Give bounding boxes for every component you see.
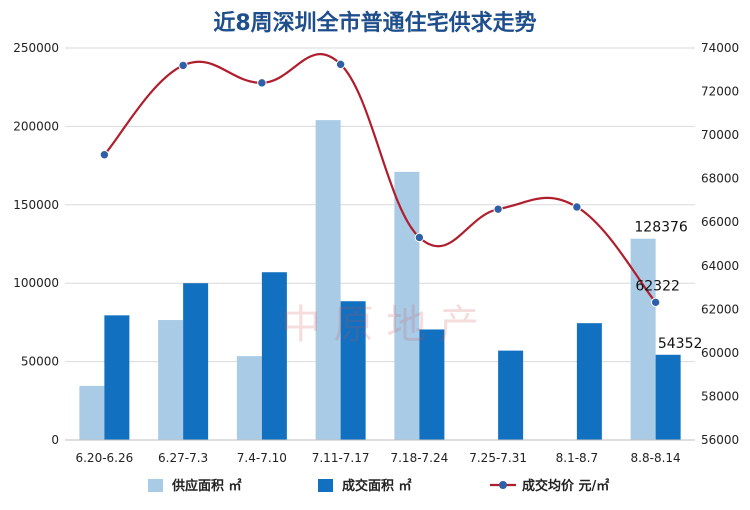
y-right-tick-label: 56000 bbox=[701, 433, 739, 447]
deal-bar bbox=[261, 272, 287, 440]
y-right-tick-label: 72000 bbox=[701, 85, 739, 99]
y-right-tick-label: 68000 bbox=[701, 172, 739, 186]
legend-label: 成交均价 元/㎡ bbox=[522, 478, 609, 494]
x-tick-label: 7.4-7.10 bbox=[237, 451, 287, 465]
data-label: 62322 bbox=[635, 278, 680, 294]
price-line-path bbox=[103, 53, 657, 304]
y-left-tick-label: 0 bbox=[51, 433, 59, 447]
y-left-tick-label: 50000 bbox=[21, 355, 59, 369]
price-point bbox=[99, 150, 110, 160]
supply-bar bbox=[79, 385, 105, 440]
x-tick-label: 7.18-7.24 bbox=[390, 451, 448, 465]
data-label: 128376 bbox=[634, 220, 688, 236]
legend-swatch bbox=[318, 479, 333, 492]
axes: 0 50000 100000 150000 200000 250000 56000 58000… bbox=[13, 41, 739, 465]
y-right-tick-label: 66000 bbox=[701, 215, 739, 229]
price-point bbox=[178, 60, 188, 71]
x-tick-label: 8.8-8.14 bbox=[631, 451, 681, 465]
deal-bar bbox=[104, 315, 130, 440]
price-point bbox=[257, 78, 267, 88]
y-right-tick-label: 64000 bbox=[701, 259, 739, 273]
deal-bar bbox=[576, 323, 602, 440]
deal-bar bbox=[655, 354, 681, 440]
legend-swatch bbox=[148, 479, 163, 492]
data-labels: 128376 62322 54352 bbox=[634, 220, 702, 352]
x-tick-label: 6.20-6.26 bbox=[75, 451, 133, 465]
supply-bar bbox=[394, 171, 420, 440]
legend-label: 供应面积 ㎡ bbox=[171, 478, 242, 494]
price-point bbox=[493, 204, 503, 214]
y-left-tick-label: 200000 bbox=[13, 119, 59, 133]
price-point bbox=[414, 232, 425, 243]
deal-bar bbox=[183, 283, 209, 440]
data-label: 54352 bbox=[658, 336, 703, 352]
deal-bar bbox=[340, 301, 366, 440]
x-tick-label: 6.27-7.3 bbox=[158, 451, 208, 465]
legend-label: 成交面积 ㎡ bbox=[342, 478, 412, 494]
y-left-tick-label: 100000 bbox=[13, 276, 59, 290]
chart-title: 近8周深圳全市普通住宅供求走势 bbox=[213, 10, 536, 36]
price-point bbox=[572, 202, 582, 212]
y-left-tick-label: 250000 bbox=[13, 41, 59, 55]
price-point bbox=[650, 297, 661, 308]
price-point bbox=[335, 59, 346, 70]
supply-bar bbox=[315, 120, 341, 441]
y-right-tick-label: 70000 bbox=[701, 128, 739, 142]
y-right-tick-label: 60000 bbox=[701, 346, 739, 360]
deal-bar bbox=[419, 329, 445, 440]
watermark: 中 原 地 产 bbox=[281, 302, 479, 348]
supply-bar bbox=[630, 238, 656, 440]
x-tick-label: 7.11-7.17 bbox=[312, 451, 370, 465]
x-tick-label: 7.25-7.31 bbox=[469, 451, 527, 465]
bars bbox=[79, 120, 681, 441]
y-right-tick-label: 62000 bbox=[701, 302, 739, 316]
legend: 供应面积 ㎡ 成交面积 ㎡ 成交均价 元/㎡ bbox=[148, 478, 609, 494]
deal-bar bbox=[498, 350, 524, 440]
y-right-tick-label: 74000 bbox=[701, 41, 739, 55]
y-right-tick-label: 58000 bbox=[701, 389, 739, 403]
supply-bar bbox=[236, 356, 262, 440]
legend-marker bbox=[499, 481, 507, 489]
price-line bbox=[99, 53, 661, 308]
y-left-tick-label: 150000 bbox=[13, 198, 59, 212]
supply-bar bbox=[158, 320, 184, 440]
x-tick-label: 8.1-8.7 bbox=[556, 451, 599, 465]
